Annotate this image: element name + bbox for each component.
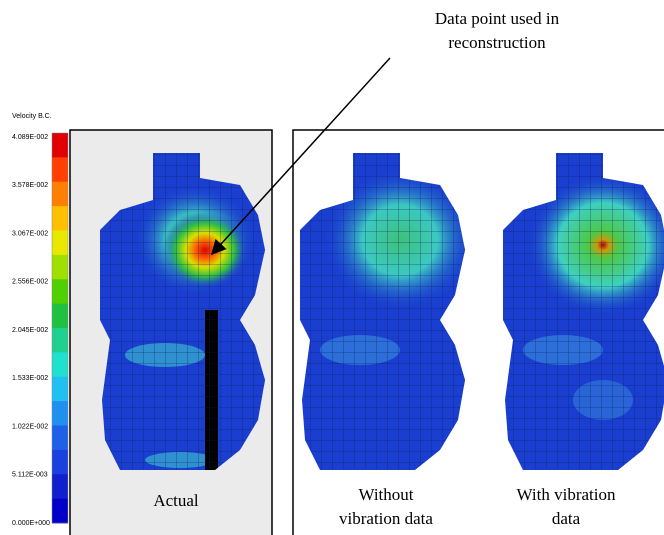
colorbar-band — [52, 499, 68, 524]
colorbar-title: Velocity B.C. — [12, 113, 52, 120]
panel-label: Actual — [153, 491, 199, 510]
colorbar-tick-label: 0.000E+000 — [12, 520, 50, 527]
colorbar-band — [52, 450, 68, 475]
panel-label: Without — [358, 485, 413, 504]
colorbar-band — [52, 231, 68, 256]
colorbar-band — [52, 328, 68, 353]
colorbar-band — [52, 474, 68, 499]
colorbar-tick-label: 2.045E-002 — [12, 327, 48, 334]
colorbar-tick-label: 1.022E-002 — [12, 423, 48, 430]
colorbar-tick-label: 2.556E-002 — [12, 279, 48, 286]
colorbar-tick-label: 1.533E-002 — [12, 375, 48, 382]
colorbar-band — [52, 279, 68, 304]
colorbar-tick-label: 3.067E-002 — [12, 230, 48, 237]
colorbar-band — [52, 426, 68, 451]
colorbar-band — [52, 133, 68, 158]
panel-label: With vibration — [517, 485, 616, 504]
colorbar-band — [52, 206, 68, 231]
panel-label: vibration data — [339, 509, 433, 528]
colorbar-band — [52, 157, 68, 182]
colorbar: 4.089E-002 3.578E-002 3.067E-002 2.556E-002… — [12, 133, 68, 527]
panel-label: data — [552, 509, 581, 528]
colorbar-band — [52, 304, 68, 329]
colorbar-tick-label: 4.089E-002 — [12, 134, 48, 141]
colorbar-band — [52, 377, 68, 402]
figure: 4.089E-002 3.578E-002 3.067E-002 2.556E-002… — [0, 0, 664, 535]
colorbar-tick-label: 5.112E-003 — [12, 472, 48, 479]
colorbar-band — [52, 352, 68, 377]
colorbar-band — [52, 401, 68, 426]
colorbar-band — [52, 182, 68, 207]
annotation: Data point used in — [435, 9, 560, 28]
annotation: reconstruction — [448, 33, 546, 52]
colorbar-tick-label: 3.578E-002 — [12, 182, 48, 189]
colorbar-band — [52, 255, 68, 280]
